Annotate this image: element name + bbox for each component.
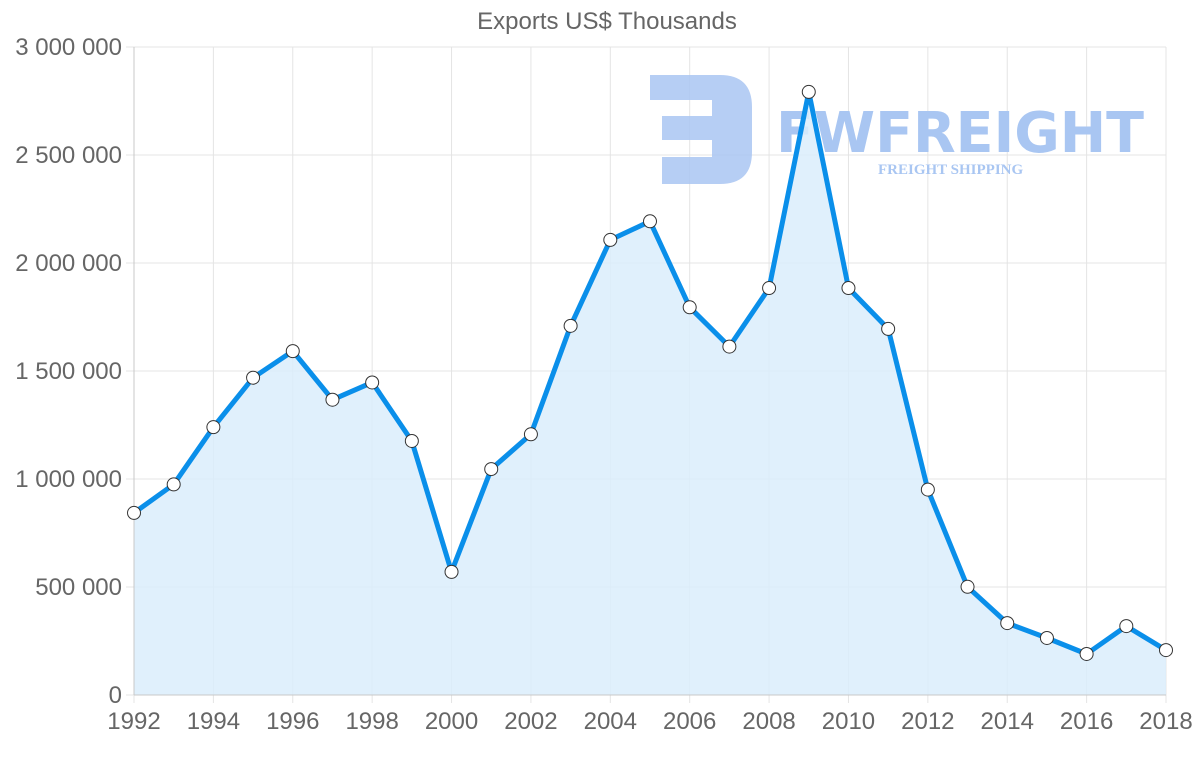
- area-fill: [134, 91, 1166, 695]
- axes: 0 500 000 1 000 000 1 500 000 2 000 000 2 500…: [15, 34, 1192, 735]
- x-tick-label: 1996: [266, 708, 319, 735]
- data-point-2003[interactable]: [563, 318, 578, 333]
- data-point-2012[interactable]: [920, 482, 935, 497]
- y-tick-label: 0: [109, 682, 122, 709]
- data-point-2002[interactable]: [523, 427, 538, 442]
- x-tick-label: 2014: [981, 708, 1034, 735]
- x-tick-label: 2016: [1060, 708, 1113, 735]
- x-tick-label: 2018: [1139, 708, 1192, 735]
- data-point-2017[interactable]: [1119, 619, 1134, 634]
- data-point-1992[interactable]: [127, 505, 141, 520]
- watermark-logo: FWFREIGHT FREIGHT SHIPPING: [650, 75, 1144, 184]
- data-point-2001[interactable]: [484, 462, 499, 477]
- data-point-2018[interactable]: [1159, 643, 1173, 658]
- chart-title: Exports US$ Thousands: [477, 8, 737, 35]
- data-point-1998[interactable]: [365, 375, 380, 390]
- data-point-1997[interactable]: [325, 392, 340, 407]
- data-point-2007[interactable]: [722, 339, 737, 354]
- x-tick-label: 2010: [822, 708, 875, 735]
- data-point-2005[interactable]: [643, 214, 657, 229]
- y-tick-label: 500 000: [35, 574, 122, 601]
- y-tick-label: 1 000 000: [15, 466, 122, 493]
- y-tick-label: 1 500 000: [15, 358, 122, 385]
- x-tick-label: 2000: [425, 708, 478, 735]
- data-points: [127, 84, 1173, 661]
- data-point-2015[interactable]: [1039, 630, 1054, 645]
- data-point-1995[interactable]: [246, 370, 261, 385]
- x-tick-label: 1992: [107, 708, 160, 735]
- y-tick-label: 2 000 000: [15, 250, 122, 277]
- data-point-1994[interactable]: [206, 420, 221, 435]
- fw-logo-icon: [650, 75, 752, 184]
- y-tick-label: 3 000 000: [15, 34, 122, 61]
- data-point-2000[interactable]: [444, 564, 459, 579]
- data-point-2010[interactable]: [841, 281, 856, 296]
- data-point-2011[interactable]: [881, 321, 896, 336]
- x-tick-label: 2006: [663, 708, 716, 735]
- x-tick-label: 2002: [504, 708, 557, 735]
- data-point-1999[interactable]: [404, 433, 419, 448]
- data-point-2004[interactable]: [603, 232, 618, 247]
- x-tick-label: 2012: [901, 708, 954, 735]
- data-point-2014[interactable]: [1000, 616, 1015, 631]
- x-tick-label: 1998: [345, 708, 398, 735]
- data-point-2013[interactable]: [960, 579, 975, 594]
- data-point-1993[interactable]: [166, 477, 181, 492]
- x-tick-label: 1994: [187, 708, 240, 735]
- data-point-2008[interactable]: [762, 281, 777, 296]
- data-point-1996[interactable]: [285, 344, 300, 359]
- y-tick-label: 2 500 000: [15, 142, 122, 169]
- x-tick-label: 2004: [584, 708, 637, 735]
- data-point-2009[interactable]: [801, 84, 816, 99]
- watermark-tagline: FREIGHT SHIPPING: [878, 162, 1023, 178]
- data-point-2006[interactable]: [682, 300, 697, 315]
- watermark-brand: FWFREIGHT: [776, 101, 1144, 166]
- x-tick-label: 2008: [742, 708, 795, 735]
- data-point-2016[interactable]: [1079, 646, 1094, 661]
